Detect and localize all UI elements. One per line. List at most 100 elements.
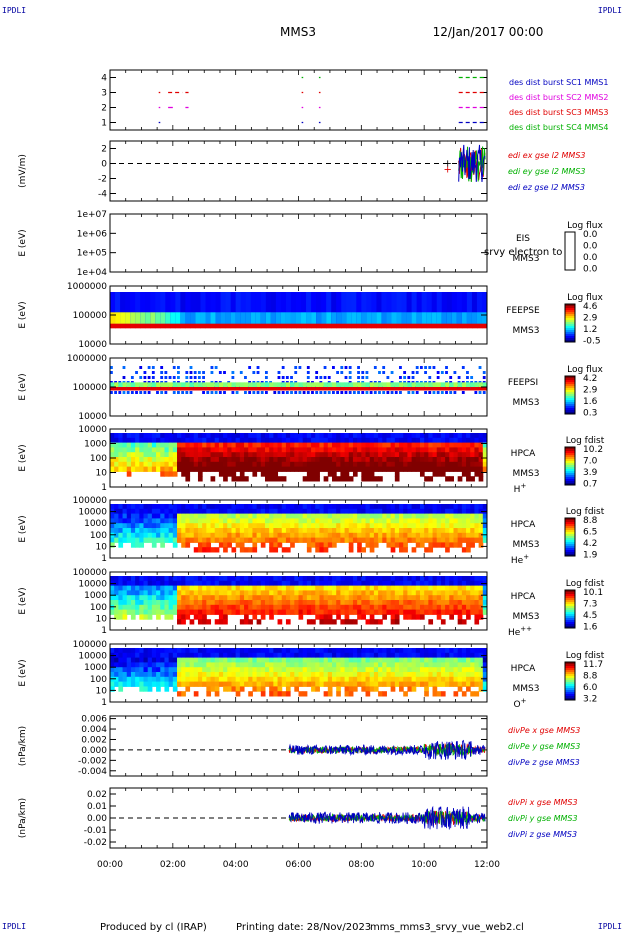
hpca-he-panel-cell [122, 532, 128, 539]
hpca-hepp-panel-cell [323, 604, 329, 611]
hpca-hepp-panel-cell [244, 590, 249, 596]
hpca-h-panel-cell [218, 461, 224, 468]
hpca-h-panel-cell [130, 447, 136, 453]
hpca-he-panel-cell [378, 528, 383, 534]
feeps-i-panel-cell [210, 391, 214, 394]
feeps-i-panel-cell [407, 376, 411, 379]
feeps-i-panel-cell [248, 387, 253, 391]
hpca-h-panel-cell [478, 452, 484, 458]
hpca-h-panel-cell [135, 461, 140, 468]
hpca-h-panel-cell [482, 466, 488, 472]
hpca-hepp-panel-cell [419, 585, 425, 591]
hpca-he-panel-cell [168, 532, 174, 539]
hpca-hepp-panel-cell [281, 604, 287, 611]
hpca-he-panel-cell [193, 537, 199, 543]
feeps-e-panel-cell [230, 292, 237, 324]
hpca-o-panel-cell [130, 672, 136, 678]
feeps-e-panel-cell [371, 292, 377, 324]
feeps-i-panel-cell [323, 382, 329, 387]
feeps-i-panel-cell [269, 387, 274, 391]
feeps-i-panel-cell [453, 371, 457, 374]
hpca-hepp-panel-cell [269, 590, 274, 596]
hpca-he-panel-cell [143, 513, 149, 519]
divpi-panel-ytick-label: -0.01 [84, 826, 107, 836]
feeps-e-panel-cell [240, 312, 247, 324]
hpca-o-panel-cell [260, 652, 266, 659]
hpca-o-panel-cell [298, 676, 304, 683]
hpca-o-panel-cell [160, 657, 165, 663]
hpca-he-panel-cell [432, 513, 438, 519]
hpca-he-panel-cell [273, 513, 279, 519]
hpca-hepp-panel-cell [399, 604, 404, 611]
hpca-he-panel-cell [202, 504, 207, 510]
hpca-o-panel-cell [256, 686, 262, 692]
hpca-hepp-panel-cell [189, 595, 195, 601]
hpca-hepp-panel-cell [390, 600, 396, 606]
hpca-hepp-panel-cell [206, 576, 212, 582]
hpca-he-panel-cell [440, 542, 446, 548]
hpca-hepp-panel-cell [323, 590, 329, 596]
hpca-o-panel-cell [453, 648, 459, 654]
hpca-h-panel-cell [239, 437, 245, 444]
feeps-e-panel-cell [255, 312, 262, 324]
feeps-e-panel-cell [125, 312, 131, 324]
hpca-he-panel-cell [453, 523, 459, 529]
hpca-he-panel-cell [424, 537, 429, 543]
eis-panel-colorbar-tick-label: 0.0 [583, 253, 598, 263]
hpca-o-panel-cell [269, 672, 274, 678]
hpca-hepp-panel-cell [327, 580, 333, 587]
feeps-i-panel-cell [470, 376, 474, 379]
hpca-hepp-panel-cell [244, 604, 249, 611]
hpca-o-panel-cell [273, 648, 279, 654]
hpca-he-panel-cell [294, 523, 299, 529]
hpca-o-panel-cell [424, 648, 429, 654]
hpca-he-panel-cell [466, 523, 471, 529]
hpca-he-panel-cell [390, 547, 396, 553]
hpca-he-panel-cell [231, 547, 237, 553]
hpca-o-panel-cell [172, 648, 178, 654]
hpca-he-panel-cell [424, 513, 429, 519]
hpca-he-panel-cell [273, 504, 279, 510]
hpca-hepp-panel-cell [340, 619, 346, 625]
hpca-he-panel-cell [365, 518, 371, 524]
hpca-hepp-panel-cell [168, 585, 174, 591]
hpca-hepp-panel-cell [218, 609, 224, 615]
hpca-h-panel-cell [415, 433, 421, 439]
hpca-hepp-panel-cell [332, 590, 337, 596]
hpca-he-panel-cell [273, 523, 279, 529]
hpca-he-panel-cell [231, 523, 237, 529]
hpca-o-panel-cell [143, 648, 149, 654]
hpca-he-panel-cell [327, 528, 333, 534]
hpca-o-panel-colorbar-segment [565, 680, 575, 683]
hpca-hepp-panel-cell [168, 609, 174, 615]
hpca-hepp-panel-cell [239, 590, 245, 596]
hpca-o-panel-cell [461, 667, 467, 673]
feeps-i-panel-cell [436, 382, 442, 387]
hpca-he-panel-cell [474, 504, 480, 510]
hpca-hepp-panel-cell [311, 595, 316, 601]
hpca-hepp-panel-cell [281, 576, 287, 582]
hpca-h-panel-cell [466, 437, 471, 444]
hpca-hepp-panel-cell [478, 585, 484, 591]
hpca-hepp-panel-cell [256, 590, 262, 596]
hpca-o-panel-cell [197, 667, 203, 673]
hpca-h-panel-cell [122, 452, 128, 458]
hpca-h-panel-cell [470, 476, 475, 482]
hpca-he-panel-cell [311, 523, 316, 529]
feeps-i-panel-cell [168, 382, 174, 387]
feeps-i-panel-cell [428, 382, 434, 387]
hpca-o-panel-cell [239, 667, 245, 673]
feeps-i-panel-colorbar-tick-label: 1.6 [583, 397, 598, 407]
hpca-he-panel-cell [390, 513, 396, 519]
hpca-h-panel-cell [428, 476, 434, 482]
hpca-hepp-panel-cell [202, 590, 207, 596]
hpca-he-panel-cell [440, 523, 446, 529]
hpca-he-panel-cell [419, 523, 425, 529]
feeps-i-panel-cell [118, 387, 124, 391]
hpca-o-panel-cell [206, 667, 212, 673]
hpca-h-panel-ytick-label: 1000 [84, 440, 107, 450]
hpca-h-panel-cell [256, 466, 262, 472]
hpca-o-panel-cell [302, 657, 308, 663]
hpca-o-panel-cell [311, 667, 316, 673]
hpca-o-panel-cell [235, 676, 241, 683]
